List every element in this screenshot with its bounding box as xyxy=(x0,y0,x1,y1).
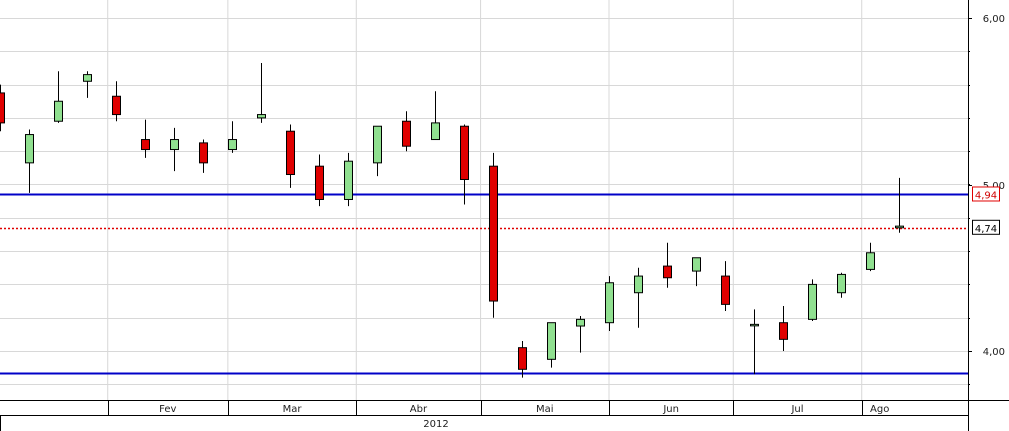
month-label: Jun xyxy=(662,404,679,415)
candle-up xyxy=(808,283,817,320)
candle-down xyxy=(199,142,208,164)
candle-up xyxy=(866,252,875,270)
candle-up xyxy=(431,122,440,141)
candle-up xyxy=(257,114,266,119)
candle-up xyxy=(83,74,92,82)
candle-up xyxy=(344,160,353,200)
candle-down xyxy=(721,275,730,305)
candle-up xyxy=(25,134,34,164)
candle-down xyxy=(0,92,5,124)
candle-up xyxy=(228,139,237,151)
candle-up xyxy=(576,318,585,327)
last-price-tag-box xyxy=(972,219,1000,235)
price-tags: 4,94 4,74 xyxy=(972,186,1000,235)
candle-down xyxy=(315,165,324,200)
year-label: 2012 xyxy=(423,419,448,430)
candle-up xyxy=(605,282,614,324)
candle-down xyxy=(112,95,121,116)
candle-up xyxy=(373,125,382,164)
candle-down xyxy=(286,130,295,176)
candle-up xyxy=(547,322,556,360)
price-tick-label: 4,00 xyxy=(983,347,1005,358)
reference-lines xyxy=(0,193,968,375)
candle-up xyxy=(692,257,701,272)
level-tag-box xyxy=(972,186,1000,202)
candles xyxy=(0,62,904,378)
candle-down xyxy=(141,139,150,151)
month-label: Fev xyxy=(159,404,176,415)
candle-up xyxy=(54,100,63,122)
month-label: Jul xyxy=(790,404,803,415)
month-label: Abr xyxy=(410,404,428,415)
candle-up xyxy=(837,273,846,294)
month-label: Mai xyxy=(536,404,554,415)
candle-down xyxy=(460,125,469,181)
candle-down xyxy=(489,165,498,302)
candle-down xyxy=(402,120,411,147)
candle-up xyxy=(750,323,759,327)
candle-down xyxy=(779,322,788,340)
candle-down xyxy=(518,347,527,370)
time-axis: Fev Mar Abr Mai Jun Jul Ago xyxy=(0,400,889,431)
last-price-tag-label: 4,74 xyxy=(975,224,997,235)
level-tag-label: 4,94 xyxy=(975,190,997,201)
price-tick-label: 6,00 xyxy=(983,14,1005,25)
candle-up xyxy=(170,139,179,151)
candle-up xyxy=(634,275,643,294)
month-label: Ago xyxy=(870,404,889,415)
month-label: Mar xyxy=(283,404,303,415)
candle-down xyxy=(663,265,672,279)
axis-background xyxy=(968,0,1009,431)
grid xyxy=(0,0,968,400)
candle-up xyxy=(895,225,904,229)
